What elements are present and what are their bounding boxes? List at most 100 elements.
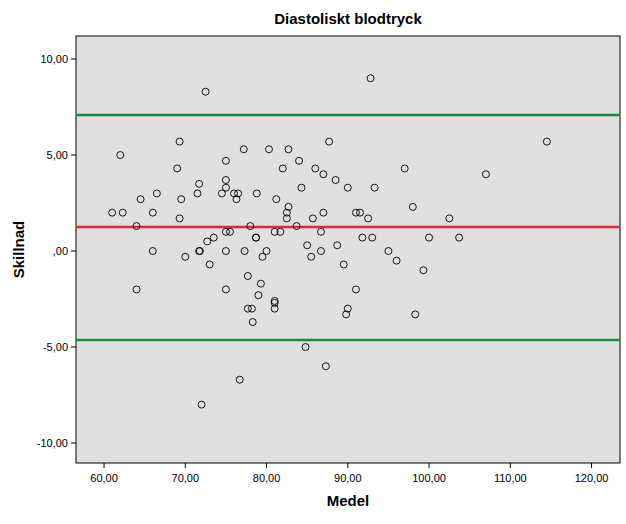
point [133,223,140,230]
x-tick-label: 80,00 [253,472,281,484]
x-tick-label: 60,00 [90,472,118,484]
point [352,209,359,216]
reference-line [76,114,620,117]
point [255,292,262,299]
point [320,209,327,216]
point [285,146,292,153]
point [222,248,229,255]
x-tick [429,463,430,468]
x-tick [347,463,348,468]
point [409,203,416,210]
point [326,138,333,145]
point [456,234,463,241]
point [240,146,247,153]
point [117,152,124,159]
point [334,242,341,249]
title: Diastoliskt blodtryck [274,10,422,27]
x-tick [185,463,186,468]
point [279,165,286,172]
x-tick [266,463,267,468]
point [236,376,243,383]
point [194,190,201,197]
reference-line [76,226,620,229]
point [385,248,392,255]
y-tick [71,59,76,60]
y-tick [71,155,76,156]
point [206,261,213,268]
x-tick [510,463,511,468]
point [222,176,229,183]
point [244,305,251,312]
point [302,344,309,351]
point [298,184,305,191]
point [196,248,203,255]
y-tick [71,251,76,252]
y-tick-label: 10,00 [40,53,68,65]
point [182,253,189,260]
point [137,196,144,203]
point [317,228,324,235]
point [202,88,209,95]
point [263,248,270,255]
y-tick [71,347,76,348]
point [222,184,229,191]
point [285,203,292,210]
point [332,176,339,183]
x-tick-label: 70,00 [172,472,200,484]
point [244,272,251,279]
point [174,165,181,172]
point [176,215,183,222]
point [352,286,359,293]
x-tick-label: 100,00 [412,472,446,484]
point [359,234,366,241]
point [153,190,160,197]
plot-area [76,36,620,463]
point [412,311,419,318]
x-tick-label: 90,00 [334,472,362,484]
y-tick [71,443,76,444]
point [426,234,433,241]
point [277,228,284,235]
y-axis-label: Skillnad [10,221,27,279]
point [320,171,327,178]
point [317,248,324,255]
reference-line [76,339,620,342]
point [356,209,363,216]
point [322,363,329,370]
point [249,319,256,326]
point [133,286,140,293]
point [312,165,319,172]
point [257,280,264,287]
y-tick-label: ,00 [53,245,68,257]
point [369,234,376,241]
point [296,157,303,164]
point [265,146,272,153]
point [304,242,311,249]
point [293,223,300,230]
point [196,248,203,255]
point [543,138,550,145]
point [482,171,489,178]
x-axis-label: Medel [327,492,370,509]
x-tick [591,463,592,468]
point [222,157,229,164]
point [273,196,280,203]
y-tick-label: 5,00 [47,149,68,161]
point [196,180,203,187]
point [401,165,408,172]
x-tick-label: 110,00 [494,472,527,484]
point [241,248,248,255]
point [367,75,374,82]
point [248,305,255,312]
point [247,223,254,230]
point [210,234,217,241]
point [253,190,260,197]
point [343,311,350,318]
point [176,138,183,145]
point [222,286,229,293]
point [149,209,156,216]
point [252,234,259,241]
point [119,209,126,216]
point [235,190,242,197]
point [371,184,378,191]
